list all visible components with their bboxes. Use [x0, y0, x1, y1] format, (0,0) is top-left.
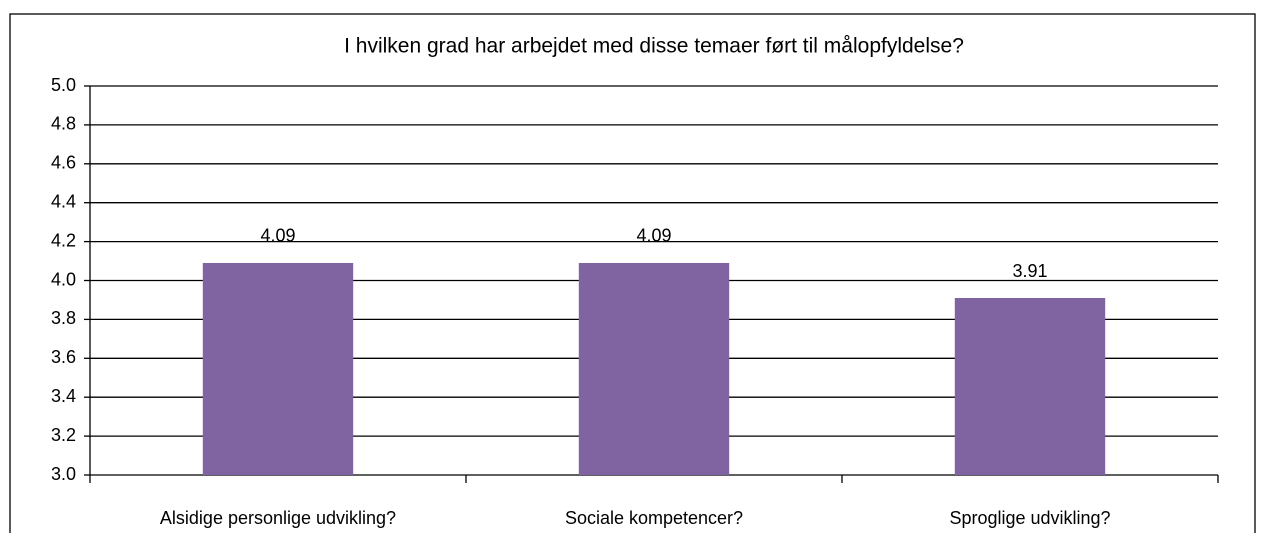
y-tick-label: 3.6 — [51, 347, 76, 367]
chart-title: I hvilken grad har arbejdet med disse te… — [344, 35, 964, 58]
y-tick-label: 3.2 — [51, 425, 76, 445]
y-tick-label: 4.6 — [51, 153, 76, 173]
y-tick-label: 3.4 — [51, 386, 76, 406]
y-tick-label: 4.0 — [51, 269, 76, 289]
y-tick-label: 4.2 — [51, 230, 76, 250]
data-label: 4.09 — [260, 226, 295, 246]
x-tick-label: Sociale kompetencer? — [565, 508, 743, 528]
x-tick-label: Alsidige personlige udvikling? — [160, 508, 396, 528]
data-label: 3.91 — [1012, 261, 1047, 281]
y-tick-label: 5.0 — [51, 75, 76, 95]
bar — [954, 298, 1106, 475]
y-tick-label: 3.0 — [51, 464, 76, 484]
y-tick-label: 4.4 — [51, 191, 76, 211]
bar — [202, 262, 354, 475]
data-label: 4.09 — [636, 226, 671, 246]
x-tick-label: Sproglige udvikling? — [949, 508, 1110, 528]
bar — [578, 262, 730, 475]
y-tick-label: 3.8 — [51, 308, 76, 328]
y-tick-label: 4.8 — [51, 114, 76, 134]
